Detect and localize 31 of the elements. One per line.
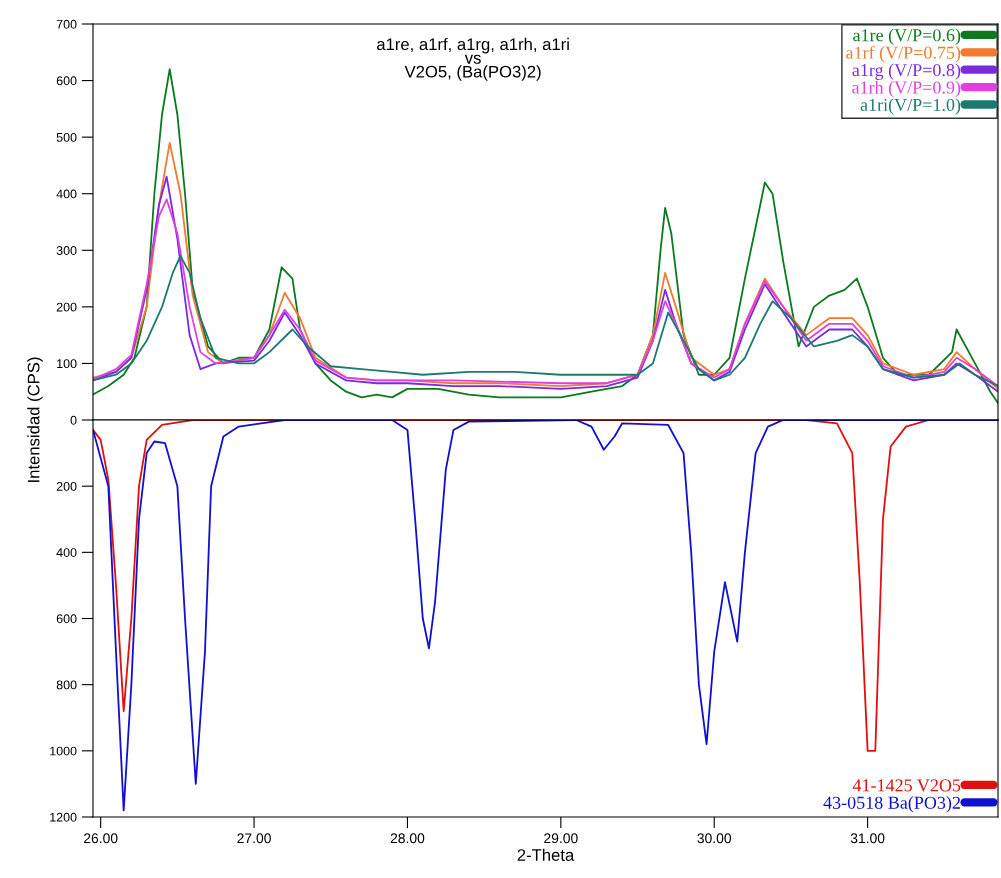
y-tick-label: 200 (56, 481, 77, 491)
y-tick-label: 700 (56, 19, 77, 29)
legend-label: a1re (V/P=0.6) (853, 28, 961, 45)
y-tick-label: 1000 (50, 746, 77, 756)
legend-label: a1rf (V/P=0.75) (846, 45, 961, 63)
y-tick-label: 800 (56, 680, 77, 690)
y-axis-title: Intensidad (CPS) (27, 357, 43, 482)
line-series (93, 255, 998, 387)
x-tick-label: 29.00 (544, 833, 578, 844)
y-tick-label: 200 (56, 302, 77, 312)
x-axis-title: 2-Theta (517, 848, 575, 861)
y-tick-label: 600 (56, 614, 77, 624)
y-tick-label: 0 (70, 415, 77, 425)
x-tick-label: 31.00 (850, 833, 885, 844)
legend-label: 41-1425 V2O5 (852, 779, 961, 792)
x-tick-label: 27.00 (237, 833, 271, 844)
legend-label: 43-0518 Ba(PO3)2 (823, 796, 960, 813)
y-tick-label: 400 (56, 189, 77, 199)
legend-label: a1rg (V/P=0.8) (852, 63, 961, 80)
y-tick-label: 1200 (50, 812, 77, 822)
y-tick-label: 300 (56, 246, 77, 255)
legend-label: a1ri(V/P=1.0) (860, 98, 961, 115)
y-tick-label: 600 (56, 76, 77, 86)
text: a1re, a1rf, a1rg, a1rh, a1ri vs V2O5, (Ba(PO3)2) (377, 37, 569, 81)
x-tick-label: 30.00 (697, 833, 732, 844)
x-tick-label: 28.00 (390, 833, 425, 844)
y-tick-label: 100 (57, 359, 77, 369)
x-tick-label: 26.00 (83, 833, 118, 844)
legend-label: a1rh (V/P=0.9) (852, 80, 961, 98)
y-tick-label: 500 (56, 132, 77, 142)
y-tick-label: 400 (56, 548, 77, 557)
